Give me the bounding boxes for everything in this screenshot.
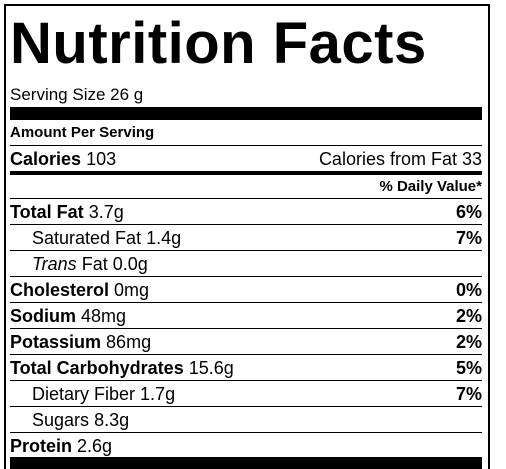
nutrient-row: Dietary Fiber 1.7g 7%	[10, 381, 482, 407]
nutrient-label: Sodium	[10, 306, 76, 326]
rule	[10, 432, 482, 433]
rule	[10, 250, 482, 251]
nutrient-name: Potassium 86mg	[10, 329, 151, 355]
rule	[10, 380, 482, 381]
nutrient-row: Sodium 48mg 2%	[10, 303, 482, 329]
nutrient-row: Cholesterol 0mg 0%	[10, 277, 482, 303]
daily-value-header: % Daily Value*	[379, 178, 482, 195]
nutrient-name: Dietary Fiber 1.7g	[10, 381, 175, 407]
nutrient-amount: 3.7g	[88, 202, 124, 222]
nutrient-amount: 2.6g	[77, 436, 113, 456]
daily-value: 5%	[455, 358, 482, 378]
calories-label: Calories	[10, 149, 82, 169]
medium-rule	[10, 171, 482, 175]
rule	[10, 276, 482, 277]
nutrient-row: Total Fat 3.7g 6%	[10, 199, 482, 225]
nutrient-row: Sugars 8.3g	[10, 407, 482, 433]
rule	[10, 224, 482, 225]
nutrient-name: Sugars 8.3g	[10, 407, 129, 433]
thick-rule	[10, 457, 482, 469]
label-border	[4, 4, 490, 469]
dv-header-row: % Daily Value*	[10, 175, 482, 198]
nutrient-name: Saturated Fat 1.4g	[10, 225, 181, 251]
serving-size: Serving Size 26 g	[10, 85, 144, 104]
rule	[10, 302, 482, 303]
nutrient-row: Saturated Fat 1.4g 7%	[10, 225, 482, 251]
rule	[10, 198, 482, 199]
daily-value: 2%	[455, 332, 482, 352]
daily-value: 6%	[455, 202, 482, 222]
calories-row: Calories 103 Calories from Fat 33	[10, 146, 482, 172]
nutrient-name: Total Fat 3.7g	[10, 199, 124, 225]
nutrient-label: Fat	[81, 254, 108, 274]
nutrient-row: Potassium 86mg 2%	[10, 329, 482, 355]
rule	[10, 354, 482, 355]
nutrient-amount: 15.6g	[188, 358, 234, 378]
amount-per-serving: Amount Per Serving	[10, 124, 155, 141]
nutrient-label: Dietary Fiber	[32, 384, 136, 404]
nutrient-label-italic: Trans	[32, 254, 77, 274]
thick-rule	[10, 107, 482, 120]
nutrient-name: Cholesterol 0mg	[10, 277, 149, 303]
nutrient-row: Trans Fat 0.0g	[10, 251, 482, 277]
nutrient-amount: 48mg	[81, 306, 127, 326]
rule	[10, 406, 482, 407]
nutrient-row: Protein 2.6g	[10, 433, 482, 459]
nutrient-label: Cholesterol	[10, 280, 110, 300]
nutrient-name: Total Carbohydrates 15.6g	[10, 355, 234, 381]
nutrient-label: Sugars	[32, 410, 90, 430]
nutrient-amount: 86mg	[106, 332, 152, 352]
title: Nutrition Facts	[10, 11, 427, 76]
nutrient-name: Trans Fat 0.0g	[10, 251, 148, 277]
nutrient-amount: 0.0g	[112, 254, 148, 274]
daily-value: 2%	[455, 306, 482, 326]
nutrient-label: Total Fat	[10, 202, 84, 222]
nutrient-label: Total Carbohydrates	[10, 358, 184, 378]
daily-value: 7%	[455, 384, 482, 404]
calories-from-fat: Calories from Fat 33	[318, 149, 482, 169]
nutrient-label: Potassium	[10, 332, 102, 352]
nutrient-amount: 8.3g	[94, 410, 130, 430]
nutrient-amount: 1.4g	[146, 228, 182, 248]
nutrient-amount: 0mg	[114, 280, 150, 300]
daily-value: 0%	[455, 280, 482, 300]
rule	[10, 145, 482, 146]
nutrient-name: Protein 2.6g	[10, 433, 112, 459]
nutrient-row: Total Carbohydrates 15.6g 5%	[10, 355, 482, 381]
nutrient-name: Sodium 48mg	[10, 303, 126, 329]
nutrient-label: Saturated Fat	[32, 228, 142, 248]
rule	[10, 328, 482, 329]
nutrient-label: Protein	[10, 436, 73, 456]
daily-value: 7%	[455, 228, 482, 248]
amount-row: Amount Per Serving	[10, 121, 482, 145]
calories-amount: 103	[86, 149, 117, 169]
nutrient-amount: 1.7g	[140, 384, 176, 404]
